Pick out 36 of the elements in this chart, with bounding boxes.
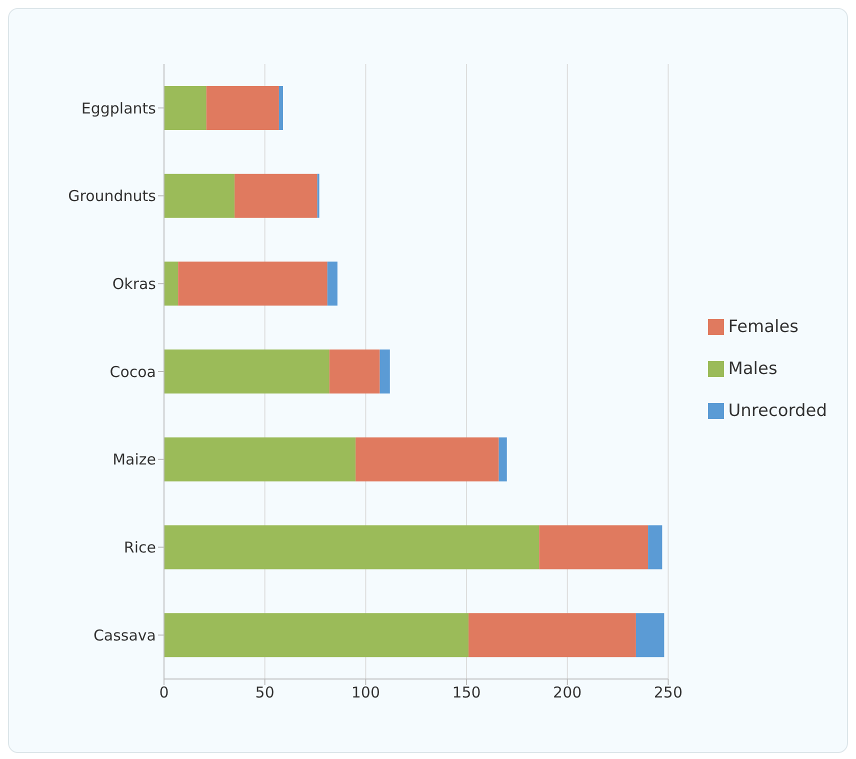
bar	[380, 350, 390, 394]
y-tick-label: Cassava	[93, 626, 156, 644]
x-tick-label: 0	[159, 684, 169, 702]
bar	[206, 86, 279, 130]
bar	[164, 350, 330, 394]
x-tick-label: 200	[553, 684, 582, 702]
x-tick-label: 100	[351, 684, 380, 702]
y-tick-label: Eggplants	[81, 99, 156, 118]
bar	[164, 437, 356, 482]
bar	[539, 525, 648, 570]
bar	[356, 437, 499, 482]
bar	[278, 86, 283, 130]
bar	[234, 174, 318, 218]
bar	[648, 525, 662, 570]
x-tick-label: 150	[452, 684, 481, 702]
y-tick-label: Okras	[112, 274, 156, 293]
bar	[178, 262, 328, 306]
bar	[468, 613, 636, 658]
bar	[636, 613, 664, 658]
bar	[164, 174, 235, 218]
bar	[164, 613, 469, 658]
bar	[164, 86, 206, 130]
legend-label: Males	[728, 359, 778, 379]
bar	[329, 350, 380, 394]
bar	[164, 262, 178, 306]
legend-label: Females	[728, 317, 799, 337]
y-tick-label: Groundnuts	[68, 187, 156, 206]
bar	[164, 525, 540, 570]
bar	[498, 437, 507, 482]
y-tick-label: Rice	[124, 538, 156, 557]
x-tick-label: 50	[255, 684, 274, 702]
x-tick-label: 250	[654, 684, 683, 702]
y-tick-label: Cocoa	[110, 362, 156, 381]
legend-label: Unrecorded	[728, 401, 827, 421]
y-tick-label: Maize	[112, 450, 156, 469]
bar	[327, 262, 338, 306]
